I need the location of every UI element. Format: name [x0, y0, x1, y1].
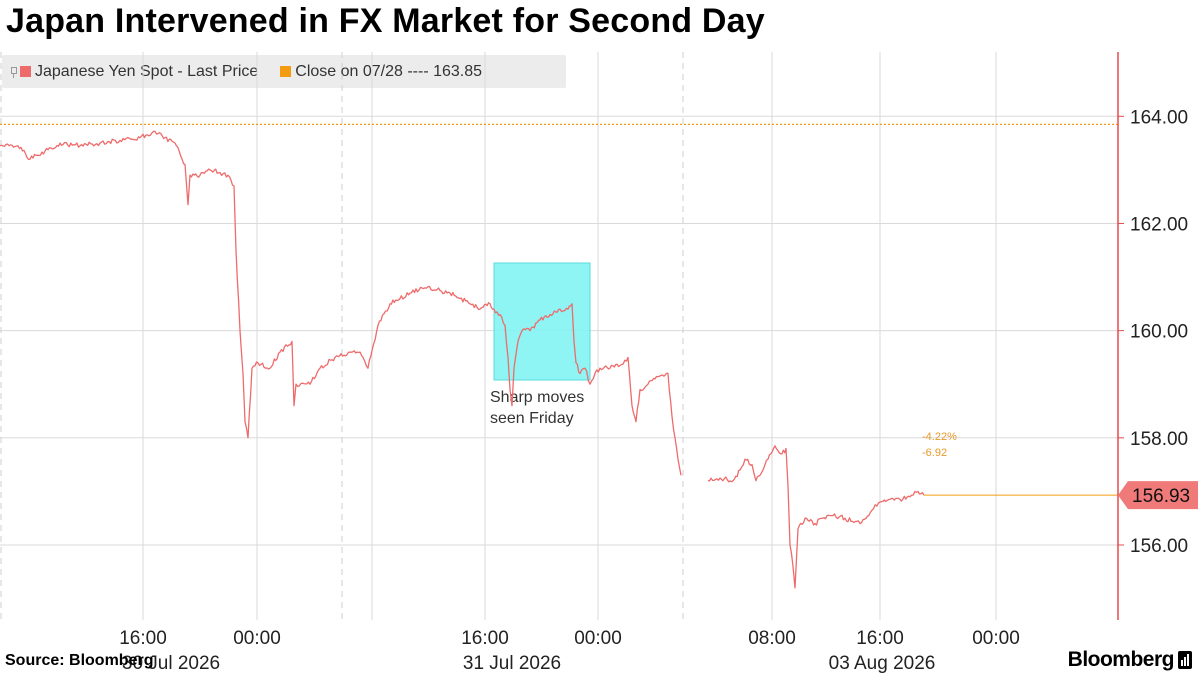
legend-swatch-close — [280, 66, 292, 77]
y-tick-label-2: 160.00 — [1130, 322, 1188, 343]
last-price-tag — [1118, 481, 1198, 510]
change-percent-label: -4.22% — [922, 431, 957, 443]
change-abs-label: -6.92 — [922, 447, 947, 459]
x-tick-label-6: 00:00 — [972, 628, 1020, 649]
x-tick-label-1: 00:00 — [233, 628, 281, 649]
annotation-line-2: seen Friday — [490, 410, 574, 427]
x-tick-label-4: 08:00 — [748, 628, 796, 649]
y-tick-label-3: 162.00 — [1130, 214, 1188, 235]
legend-handle-icon — [10, 66, 17, 78]
x-tick-label-3: 00:00 — [574, 628, 622, 649]
series-layer: -4.22% -6.92 — [0, 130, 1118, 589]
brand-logo: Bloomberg — [1068, 648, 1192, 672]
x-date-label-1: 31 Jul 2026 — [463, 653, 561, 674]
legend-entry-yen-spot[interactable]: Japanese Yen Spot - Last Price — [10, 63, 258, 81]
legend-label-yen-spot: Japanese Yen Spot - Last Price — [35, 62, 259, 80]
x-tick-label-0: 16:00 — [119, 628, 167, 649]
legend-swatch-yen-spot — [20, 66, 31, 77]
x-tick-label-2: 16:00 — [461, 628, 509, 649]
x-date-label-2: 03 Aug 2026 — [829, 653, 936, 674]
price-line-segment-1 — [707, 445, 925, 589]
annotation-line-1: Sharp moves — [490, 389, 584, 406]
price-line-segment-0 — [0, 130, 682, 476]
x-date-label-0: 30 Jul 2026 — [122, 653, 220, 674]
axis-layer: 156.00 158.00 160.00 162.00 164.00 156.93 16:0… — [119, 52, 1198, 674]
brand-name: Bloomberg — [1067, 648, 1175, 671]
chart-title: Japan Intervened in FX Market for Second… — [6, 2, 765, 40]
y-tick-label-0: 156.00 — [1130, 536, 1188, 557]
source-note: Source: Bloomberg — [5, 652, 154, 669]
last-price-label: 156.93 — [1132, 486, 1190, 507]
bloomberg-logo-icon — [1178, 651, 1192, 669]
y-tick-label-4: 164.00 — [1130, 107, 1188, 128]
grid-layer: Sharp moves seen Friday — [0, 52, 1118, 620]
y-tick-label-1: 158.00 — [1130, 429, 1188, 450]
x-tick-label-5: 16:00 — [856, 628, 904, 649]
highlight-box — [493, 262, 591, 381]
